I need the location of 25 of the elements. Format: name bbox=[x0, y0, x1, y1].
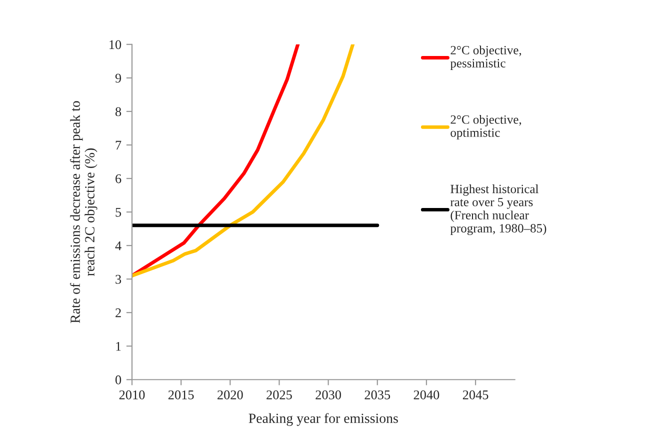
y-tick-label: 6 bbox=[116, 174, 122, 184]
x-axis-title: Peaking year for emissions bbox=[248, 413, 398, 426]
legend-label: 2°C objective, pessimistic bbox=[450, 46, 522, 70]
legend-label: Highest historical rate over 5 years (French nuclear program, 1980–85) bbox=[450, 184, 546, 236]
x-tick-label: 2035 bbox=[364, 390, 390, 400]
y-tick-label: 1 bbox=[116, 342, 121, 351]
y-tick-label: 5 bbox=[116, 208, 122, 217]
y-tick-label: 9 bbox=[115, 74, 122, 83]
x-tick-label: 2040 bbox=[414, 390, 440, 400]
y-tick-label: 0 bbox=[115, 375, 122, 384]
y-tick-label: 7 bbox=[116, 140, 122, 150]
y-tick-label: 3 bbox=[116, 274, 122, 284]
y-tick-label: 2 bbox=[116, 308, 121, 318]
y-tick-label: 10 bbox=[110, 40, 122, 50]
legend-label: 2°C objective, optimistic bbox=[450, 115, 522, 140]
x-tick-label: 2045 bbox=[462, 390, 488, 400]
x-tick-label: 2030 bbox=[316, 390, 341, 400]
line-series bbox=[132, 44, 355, 278]
x-tick-label: 2025 bbox=[266, 390, 292, 400]
x-tick-label: 2015 bbox=[168, 390, 194, 400]
y-tick-label: 8 bbox=[115, 107, 122, 116]
x-tick-label: 2010 bbox=[119, 390, 145, 400]
y-tick-label: 4 bbox=[115, 241, 122, 250]
x-tick-label: 2020 bbox=[218, 390, 243, 400]
y-axis-title: Rate of emissions decrease after peak to reach 2C objective (%) bbox=[70, 101, 98, 324]
